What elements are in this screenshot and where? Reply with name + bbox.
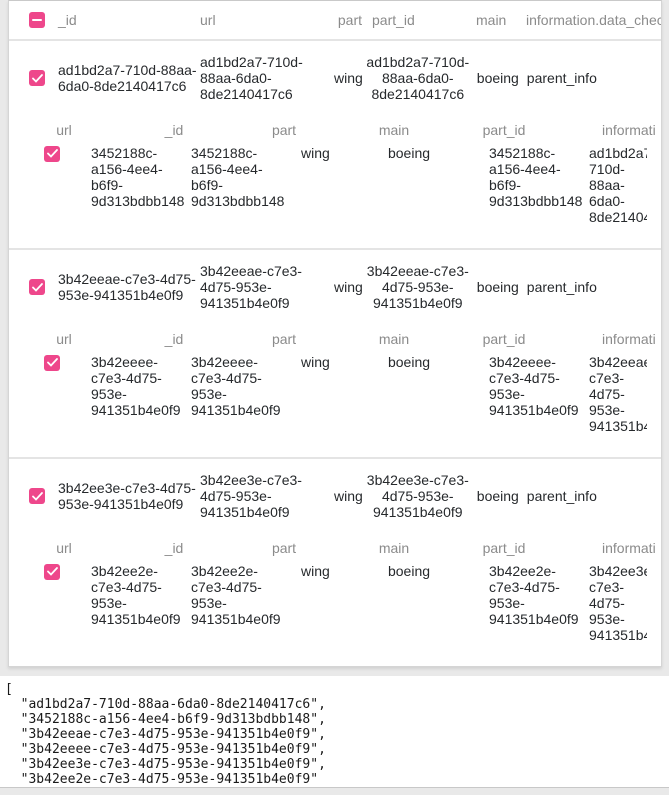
cell-information-data-check: parent_info bbox=[526, 70, 597, 86]
row-checkbox[interactable] bbox=[44, 145, 60, 162]
cell-part: wing bbox=[334, 279, 363, 295]
column-header-id: _id bbox=[58, 12, 77, 28]
cell-information-data-check: parent_info bbox=[526, 279, 597, 295]
cell-url: 3b42ee2e-c7e3-4d75-953e-941351b4e0f9 bbox=[91, 563, 181, 627]
check-icon bbox=[31, 73, 43, 83]
sub-column-header-information-data-check: information.data_check bbox=[602, 540, 655, 556]
sub-grid-header-row: url _id part main part_id information.da… bbox=[9, 115, 661, 145]
sub-column-header-main: main bbox=[378, 540, 410, 556]
row-checkbox[interactable] bbox=[29, 488, 45, 504]
column-header-part-id: part_id bbox=[372, 12, 415, 28]
check-icon bbox=[46, 567, 58, 576]
sub-column-header-information-data-check: information.data_check bbox=[602, 331, 655, 347]
sub-column-header-url: url bbox=[56, 540, 72, 556]
cell-part-id: 3b42eeae-c7e3-4d75-953e-941351b4e0f9 bbox=[366, 263, 469, 311]
cell-id: 3452188c-a156-4ee4-b6f9-9d313bdbb148 bbox=[191, 145, 285, 209]
sub-column-header-id: _id bbox=[164, 122, 184, 138]
cell-main: boeing bbox=[387, 563, 431, 579]
cell-main: boeing bbox=[476, 279, 519, 295]
check-icon bbox=[46, 358, 58, 367]
cell-part-id: 3b42ee3e-c7e3-4d75-953e-941351b4e0f9 bbox=[366, 472, 469, 520]
cell-information-data-check: ad1bd2a7-710d-88aa-6da0-8de2140417c6 bbox=[589, 145, 647, 225]
cell-part-id: ad1bd2a7-710d-88aa-6da0-8de2140417c6 bbox=[366, 54, 470, 102]
cell-url: ad1bd2a7-710d-88aa-6da0-8de2140417c6 bbox=[200, 54, 303, 102]
cell-url: 3b42eeee-c7e3-4d75-953e-941351b4e0f9 bbox=[91, 354, 181, 418]
cell-information-data-check: 3b42ee3e-c7e3-4d75-953e-941351b4e0f9 bbox=[589, 563, 647, 643]
cell-url: 3452188c-a156-4ee4-b6f9-9d313bdbb148 bbox=[91, 145, 185, 209]
cell-part-id: 3452188c-a156-4ee4-b6f9-9d313bdbb148 bbox=[489, 145, 583, 209]
sub-column-header-part: part bbox=[271, 540, 297, 556]
cell-information-data-check: parent_info bbox=[526, 488, 597, 504]
sub-table-row: 3b42ee2e-c7e3-4d75-953e-941351b4e0f9 3b4… bbox=[9, 563, 661, 666]
cell-part-id: 3b42eeee-c7e3-4d75-953e-941351b4e0f9 bbox=[489, 354, 579, 418]
check-icon bbox=[31, 282, 43, 292]
check-icon bbox=[46, 149, 58, 158]
record-block: ad1bd2a7-710d-88aa-6da0-8de2140417c6 ad1… bbox=[9, 41, 661, 248]
row-checkbox[interactable] bbox=[44, 563, 60, 580]
column-header-url: url bbox=[200, 12, 216, 28]
sub-column-header-url: url bbox=[56, 331, 72, 347]
cell-main: boeing bbox=[476, 70, 519, 86]
check-icon bbox=[31, 491, 43, 501]
column-header-information-data-check: information.data_check bbox=[526, 12, 661, 28]
cell-part-id: 3b42ee2e-c7e3-4d75-953e-941351b4e0f9 bbox=[489, 563, 579, 627]
sub-column-header-part-id: part_id bbox=[482, 122, 526, 138]
cell-id: 3b42ee2e-c7e3-4d75-953e-941351b4e0f9 bbox=[191, 563, 281, 627]
cell-part: wing bbox=[334, 488, 363, 504]
sub-table-row: 3b42eeee-c7e3-4d75-953e-941351b4e0f9 3b4… bbox=[9, 354, 661, 457]
sub-column-header-part-id: part_id bbox=[482, 540, 526, 556]
cell-part: wing bbox=[301, 563, 330, 579]
indeterminate-icon bbox=[32, 19, 42, 21]
cell-part: wing bbox=[301, 354, 330, 370]
sub-column-header-information-data-check: information.data_check bbox=[602, 122, 655, 138]
sub-grid-header-row: url _id part main part_id information.da… bbox=[9, 324, 661, 354]
cell-part: wing bbox=[301, 145, 330, 161]
cell-id: 3b42ee3e-c7e3-4d75-953e-941351b4e0f9 bbox=[58, 480, 196, 512]
cell-url: 3b42eeae-c7e3-4d75-953e-941351b4e0f9 bbox=[200, 263, 302, 311]
column-header-part: part bbox=[337, 12, 362, 28]
sub-grid-header-row: url _id part main part_id information.da… bbox=[9, 533, 661, 563]
grid-header-row: _id url part part_id main information.da… bbox=[9, 1, 661, 41]
sub-column-header-main: main bbox=[378, 122, 410, 138]
row-checkbox[interactable] bbox=[29, 279, 45, 295]
row-checkbox[interactable] bbox=[44, 354, 60, 371]
cell-main: boeing bbox=[387, 145, 431, 161]
table-row: ad1bd2a7-710d-88aa-6da0-8de2140417c6 ad1… bbox=[9, 41, 661, 115]
selected-ids-output: [ "ad1bd2a7-710d-88aa-6da0-8de2140417c6"… bbox=[0, 676, 669, 788]
cell-main: boeing bbox=[476, 488, 519, 504]
select-all-checkbox[interactable] bbox=[29, 12, 45, 28]
cell-information-data-check: 3b42eeae-c7e3-4d75-953e-941351b4e0f9 bbox=[589, 354, 647, 434]
cell-id: 3b42eeee-c7e3-4d75-953e-941351b4e0f9 bbox=[191, 354, 281, 418]
row-checkbox[interactable] bbox=[29, 70, 45, 86]
sub-column-header-id: _id bbox=[164, 540, 184, 556]
sub-table-row: 3452188c-a156-4ee4-b6f9-9d313bdbb148 345… bbox=[9, 145, 661, 248]
table-row: 3b42ee3e-c7e3-4d75-953e-941351b4e0f9 3b4… bbox=[9, 459, 661, 533]
column-header-main: main bbox=[476, 12, 507, 28]
json-output-text: [ "ad1bd2a7-710d-88aa-6da0-8de2140417c6"… bbox=[5, 682, 326, 787]
cell-url: 3b42ee3e-c7e3-4d75-953e-941351b4e0f9 bbox=[200, 472, 302, 520]
sub-column-header-part: part bbox=[271, 331, 297, 347]
sub-column-header-url: url bbox=[56, 122, 72, 138]
data-grid: _id url part part_id main information.da… bbox=[8, 0, 662, 667]
cell-main: boeing bbox=[387, 354, 431, 370]
sub-column-header-id: _id bbox=[164, 331, 184, 347]
cell-id: 3b42eeae-c7e3-4d75-953e-941351b4e0f9 bbox=[58, 271, 196, 303]
table-row: 3b42eeae-c7e3-4d75-953e-941351b4e0f9 3b4… bbox=[9, 250, 661, 324]
cell-part: wing bbox=[334, 70, 363, 86]
sub-column-header-part-id: part_id bbox=[482, 331, 526, 347]
record-block: 3b42ee3e-c7e3-4d75-953e-941351b4e0f9 3b4… bbox=[9, 457, 661, 666]
sub-column-header-part: part bbox=[271, 122, 297, 138]
cell-id: ad1bd2a7-710d-88aa-6da0-8de2140417c6 bbox=[58, 62, 197, 94]
record-block: 3b42eeae-c7e3-4d75-953e-941351b4e0f9 3b4… bbox=[9, 248, 661, 457]
sub-column-header-main: main bbox=[378, 331, 410, 347]
